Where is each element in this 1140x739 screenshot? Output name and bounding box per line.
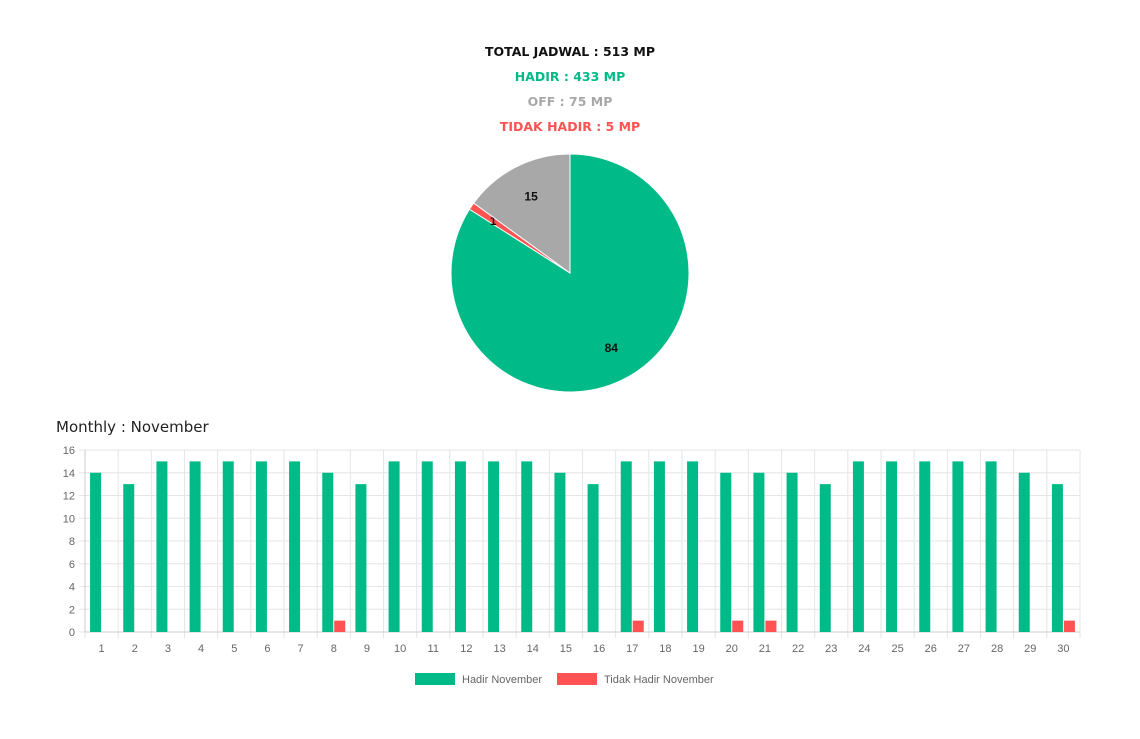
bar-hadir-7[interactable] [289, 461, 301, 632]
bar-hadir-23[interactable] [819, 484, 831, 632]
bar-hadir-29[interactable] [1018, 472, 1030, 632]
bar-hadir-19[interactable] [687, 461, 699, 632]
bar-hadir-22[interactable] [786, 472, 798, 632]
bar-tidak-hadir-17[interactable] [632, 620, 644, 632]
y-tick-label: 6 [69, 559, 75, 571]
y-tick-label: 0 [69, 627, 75, 639]
hadir-text: HADIR : 433 MP [514, 69, 626, 84]
x-tick-label: 3 [165, 643, 171, 655]
bar-hadir-3[interactable] [156, 461, 168, 632]
bar-hadir-25[interactable] [886, 461, 898, 632]
x-tick-label: 11 [428, 643, 439, 655]
x-tick-label: 17 [626, 643, 638, 655]
y-tick-label: 14 [63, 468, 75, 480]
bar-hadir-21[interactable] [753, 472, 765, 632]
y-tick-label: 2 [69, 604, 75, 616]
x-tick-label: 8 [331, 643, 337, 655]
bar-hadir-12[interactable] [454, 461, 466, 632]
x-tick-label: 1 [99, 643, 105, 655]
x-tick-label: 19 [692, 643, 704, 655]
y-tick-label: 8 [69, 536, 75, 548]
x-tick-label: 2 [132, 643, 138, 655]
x-tick-label: 14 [527, 643, 539, 655]
bar-hadir-4[interactable] [189, 461, 201, 632]
x-tick-label: 23 [825, 643, 837, 655]
bar-tidak-hadir-8[interactable] [334, 620, 346, 632]
legend-swatch-hadir[interactable] [415, 673, 455, 685]
x-tick-label: 25 [891, 643, 903, 655]
x-tick-label: 5 [231, 643, 237, 655]
legend-label-hadir[interactable]: Hadir November [462, 674, 542, 686]
bar-hadir-13[interactable] [488, 461, 500, 632]
bar-hadir-24[interactable] [852, 461, 864, 632]
bar-hadir-11[interactable] [421, 461, 433, 632]
x-tick-label: 12 [460, 643, 472, 655]
total-jadwal-text: TOTAL JADWAL : 513 MP [484, 44, 655, 59]
bar-hadir-30[interactable] [1051, 484, 1063, 632]
legend-label-tidak-hadir[interactable]: Tidak Hadir November [604, 674, 714, 686]
bar-hadir-27[interactable] [952, 461, 964, 632]
x-tick-label: 7 [298, 643, 304, 655]
bar-hadir-2[interactable] [123, 484, 135, 632]
bar-tidak-hadir-21[interactable] [765, 620, 777, 632]
bar-hadir-9[interactable] [355, 484, 367, 632]
bar-hadir-1[interactable] [90, 472, 102, 632]
x-tick-label: 10 [394, 643, 406, 655]
tidak-hadir-text: TIDAK HADIR : 5 MP [499, 119, 641, 134]
monthly-title: Monthly : November [56, 418, 209, 436]
x-tick-label: 29 [1024, 643, 1036, 655]
x-tick-label: 20 [726, 643, 738, 655]
bar-hadir-5[interactable] [222, 461, 234, 632]
x-tick-label: 26 [925, 643, 937, 655]
x-tick-label: 16 [593, 643, 605, 655]
bar-hadir-10[interactable] [388, 461, 400, 632]
bar-hadir-28[interactable] [985, 461, 997, 632]
x-tick-label: 28 [991, 643, 1003, 655]
x-tick-label: 15 [560, 643, 572, 655]
bar-hadir-16[interactable] [587, 484, 599, 632]
x-tick-label: 22 [792, 643, 804, 655]
x-tick-label: 13 [493, 643, 505, 655]
legend-swatch-tidak-hadir[interactable] [557, 673, 597, 685]
bar-tidak-hadir-20[interactable] [732, 620, 744, 632]
bar-hadir-6[interactable] [255, 461, 267, 632]
off-text: OFF : 75 MP [527, 94, 613, 109]
x-tick-label: 30 [1057, 643, 1069, 655]
bar-tidak-hadir-30[interactable] [1063, 620, 1075, 632]
y-tick-label: 4 [69, 582, 75, 594]
y-tick-label: 12 [63, 491, 75, 503]
y-tick-label: 10 [63, 513, 75, 525]
bar-hadir-8[interactable] [322, 472, 334, 632]
x-tick-label: 18 [659, 643, 671, 655]
x-tick-label: 9 [364, 643, 370, 655]
bar-hadir-26[interactable] [919, 461, 931, 632]
bar-hadir-20[interactable] [720, 472, 732, 632]
x-tick-label: 27 [958, 643, 970, 655]
x-tick-label: 4 [198, 643, 204, 655]
x-tick-label: 6 [264, 643, 270, 655]
x-tick-label: 24 [858, 643, 870, 655]
bar-hadir-15[interactable] [554, 472, 566, 632]
bar-hadir-14[interactable] [521, 461, 533, 632]
bar-hadir-17[interactable] [620, 461, 632, 632]
y-tick-label: 16 [63, 445, 75, 457]
x-tick-label: 21 [759, 643, 771, 655]
bar-hadir-18[interactable] [653, 461, 665, 632]
